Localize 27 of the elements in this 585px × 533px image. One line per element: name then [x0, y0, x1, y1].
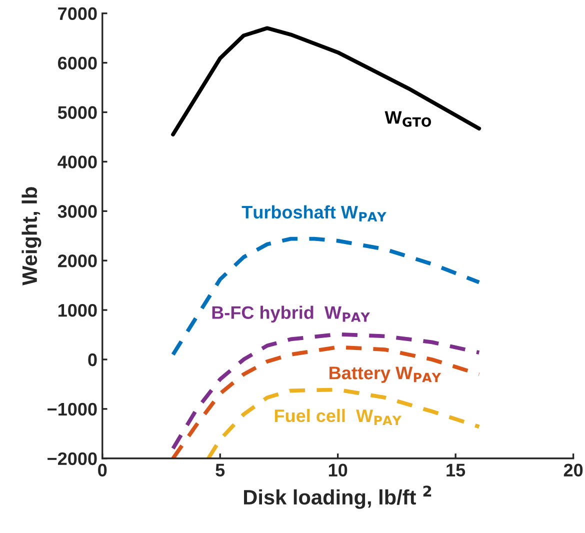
y-tick-label: 4000	[58, 156, 97, 168]
x-tick-label: 20	[564, 464, 583, 477]
x-tick-label: 15	[446, 464, 466, 477]
y-tick-label: 5000	[58, 106, 97, 119]
x-tick-label: 10	[328, 464, 348, 477]
x-tick-label: 5	[216, 464, 225, 477]
x-axis-title: Disk loading, lb/ft $^{2}$	[244, 486, 432, 509]
line-series	[171, 26, 482, 136]
series-label: Turboshaft W$_{PAY}$	[242, 205, 386, 222]
y-axis-title: Weight, lb	[22, 187, 42, 286]
line-series	[171, 236, 482, 356]
line-series	[171, 332, 482, 450]
y-tick-label: −1000	[48, 402, 97, 416]
series-label: Battery W$_{PAY}$	[330, 366, 442, 383]
y-tick-label: 0	[88, 353, 97, 366]
series-label: Fuel cell W$_{PAY}$	[274, 408, 402, 425]
y-tick-label: 2000	[58, 254, 97, 268]
y-tick-label: 7000	[58, 7, 97, 20]
x-tick-label: 0	[98, 464, 107, 477]
series-label: W$_{GTO}$	[384, 111, 432, 127]
line-series	[171, 345, 482, 458]
y-tick-label: 3000	[58, 205, 97, 218]
y-tick-label: −2000	[48, 452, 97, 466]
y-tick-label: 6000	[58, 56, 97, 70]
line-series	[206, 388, 482, 458]
series-label: B-FC hybrid W$_{PAY}$	[212, 306, 370, 323]
y-tick-label: 1000	[58, 304, 97, 317]
